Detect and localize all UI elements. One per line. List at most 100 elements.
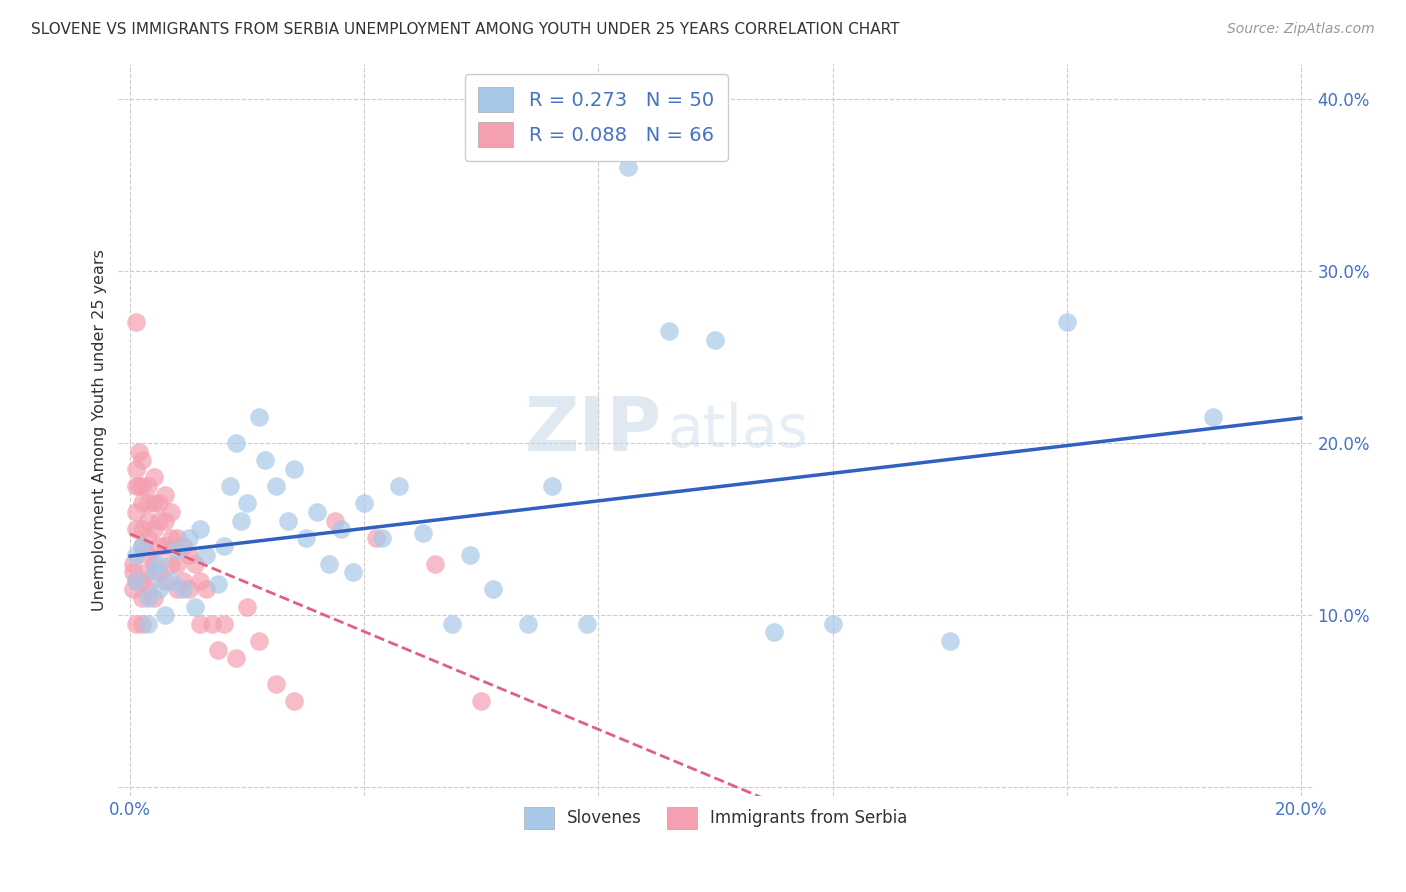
Point bbox=[131, 479, 153, 493]
Point bbox=[207, 642, 229, 657]
Point bbox=[125, 574, 148, 588]
Point bbox=[763, 625, 786, 640]
Point bbox=[225, 651, 247, 665]
Point bbox=[938, 634, 960, 648]
Point bbox=[142, 557, 165, 571]
Point bbox=[160, 574, 183, 588]
Point bbox=[183, 557, 205, 571]
Point bbox=[131, 453, 153, 467]
Point bbox=[177, 548, 200, 562]
Point bbox=[125, 548, 148, 562]
Y-axis label: Unemployment Among Youth under 25 years: Unemployment Among Youth under 25 years bbox=[93, 249, 107, 611]
Point bbox=[166, 531, 188, 545]
Point bbox=[212, 616, 235, 631]
Point bbox=[294, 531, 316, 545]
Point bbox=[283, 462, 305, 476]
Point bbox=[148, 582, 170, 597]
Point bbox=[201, 616, 224, 631]
Point bbox=[166, 557, 188, 571]
Point bbox=[136, 582, 159, 597]
Point bbox=[142, 522, 165, 536]
Point bbox=[172, 539, 194, 553]
Point bbox=[131, 522, 153, 536]
Point bbox=[155, 608, 177, 623]
Point bbox=[704, 333, 727, 347]
Point bbox=[148, 496, 170, 510]
Point bbox=[1056, 315, 1078, 329]
Point bbox=[458, 548, 481, 562]
Point bbox=[423, 557, 446, 571]
Point bbox=[195, 548, 218, 562]
Point bbox=[131, 574, 153, 588]
Point bbox=[160, 505, 183, 519]
Point bbox=[131, 539, 153, 553]
Point bbox=[128, 444, 150, 458]
Point bbox=[128, 479, 150, 493]
Point bbox=[236, 599, 259, 614]
Point bbox=[1202, 410, 1225, 425]
Point bbox=[125, 522, 148, 536]
Point bbox=[160, 531, 183, 545]
Point bbox=[125, 462, 148, 476]
Point bbox=[148, 514, 170, 528]
Point bbox=[136, 591, 159, 605]
Point bbox=[148, 539, 170, 553]
Point bbox=[353, 496, 375, 510]
Point bbox=[412, 525, 434, 540]
Point bbox=[231, 514, 253, 528]
Point bbox=[177, 582, 200, 597]
Point bbox=[136, 496, 159, 510]
Text: atlas: atlas bbox=[668, 401, 808, 458]
Point bbox=[148, 557, 170, 571]
Point bbox=[136, 479, 159, 493]
Point bbox=[125, 616, 148, 631]
Point bbox=[125, 505, 148, 519]
Point bbox=[575, 616, 598, 631]
Point bbox=[136, 514, 159, 528]
Point bbox=[136, 565, 159, 579]
Point bbox=[307, 505, 329, 519]
Point bbox=[190, 574, 212, 588]
Point bbox=[122, 582, 145, 597]
Point bbox=[172, 582, 194, 597]
Point bbox=[658, 324, 681, 338]
Point bbox=[212, 539, 235, 553]
Point bbox=[177, 531, 200, 545]
Point bbox=[190, 522, 212, 536]
Point bbox=[142, 565, 165, 579]
Point bbox=[283, 694, 305, 708]
Point bbox=[247, 634, 270, 648]
Point bbox=[155, 488, 177, 502]
Point bbox=[218, 479, 240, 493]
Point bbox=[318, 557, 340, 571]
Text: Source: ZipAtlas.com: Source: ZipAtlas.com bbox=[1227, 22, 1375, 37]
Legend: Slovenes, Immigrants from Serbia: Slovenes, Immigrants from Serbia bbox=[517, 801, 914, 835]
Point bbox=[253, 453, 276, 467]
Point bbox=[155, 514, 177, 528]
Point bbox=[148, 565, 170, 579]
Point bbox=[160, 557, 183, 571]
Point bbox=[266, 479, 288, 493]
Point bbox=[342, 565, 364, 579]
Point bbox=[155, 539, 177, 553]
Point bbox=[142, 591, 165, 605]
Point bbox=[821, 616, 844, 631]
Point bbox=[371, 531, 394, 545]
Point bbox=[131, 616, 153, 631]
Point bbox=[122, 557, 145, 571]
Point bbox=[616, 161, 638, 175]
Point bbox=[136, 548, 159, 562]
Point bbox=[190, 616, 212, 631]
Point bbox=[540, 479, 562, 493]
Point bbox=[388, 479, 411, 493]
Point bbox=[166, 582, 188, 597]
Point bbox=[122, 565, 145, 579]
Point bbox=[142, 496, 165, 510]
Point bbox=[247, 410, 270, 425]
Point bbox=[323, 514, 346, 528]
Point bbox=[142, 470, 165, 484]
Point bbox=[470, 694, 492, 708]
Point bbox=[136, 531, 159, 545]
Point bbox=[225, 436, 247, 450]
Point bbox=[364, 531, 387, 545]
